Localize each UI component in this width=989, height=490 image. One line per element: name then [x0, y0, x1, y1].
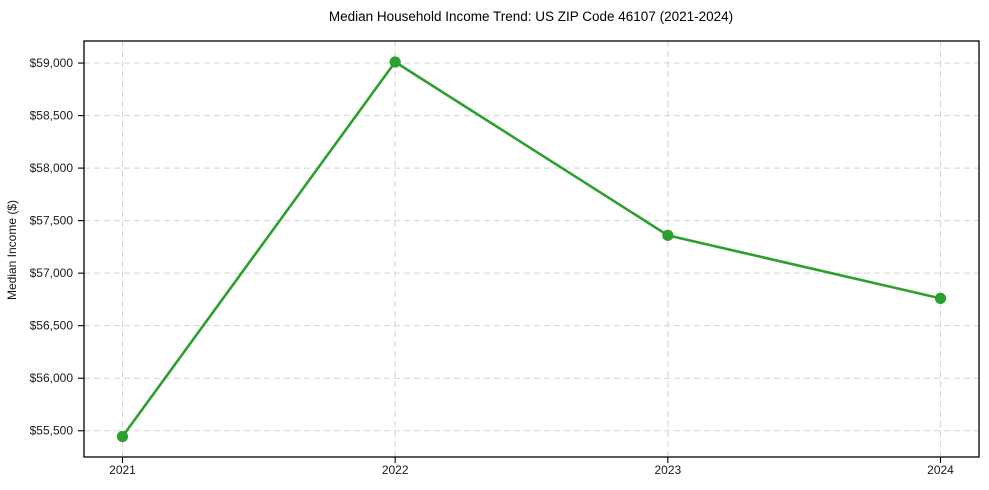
y-axis-label: Median Income ($) — [5, 200, 19, 300]
y-tick-label: $58,500 — [30, 109, 74, 123]
data-series — [116, 56, 947, 443]
data-point-marker — [934, 292, 947, 304]
data-point-marker — [662, 229, 674, 241]
gridlines — [84, 41, 979, 457]
x-tick-label: 2021 — [109, 463, 136, 477]
chart-title: Median Household Income Trend: US ZIP Co… — [329, 9, 733, 24]
x-tick-label: 2023 — [654, 463, 681, 477]
y-tick-label: $59,000 — [30, 56, 74, 70]
data-point-marker — [389, 56, 401, 68]
x-tick-label: 2024 — [927, 463, 954, 477]
x-tick-label: 2022 — [382, 463, 409, 477]
plot-border — [83, 40, 980, 458]
data-point-marker — [116, 430, 129, 443]
y-tick-label: $55,500 — [30, 424, 74, 438]
y-tick-label: $57,500 — [30, 214, 74, 228]
axes — [78, 40, 980, 463]
y-tick-label: $56,500 — [30, 319, 74, 333]
y-tick-label: $57,000 — [30, 266, 74, 280]
tick-labels: $55,500 $56,000 $56,500 $57,000 $57,500 $58,0… — [30, 56, 955, 477]
y-tick-label: $56,000 — [30, 371, 74, 385]
y-tick-label: $58,000 — [30, 161, 74, 175]
income-trend-line — [121, 60, 942, 438]
